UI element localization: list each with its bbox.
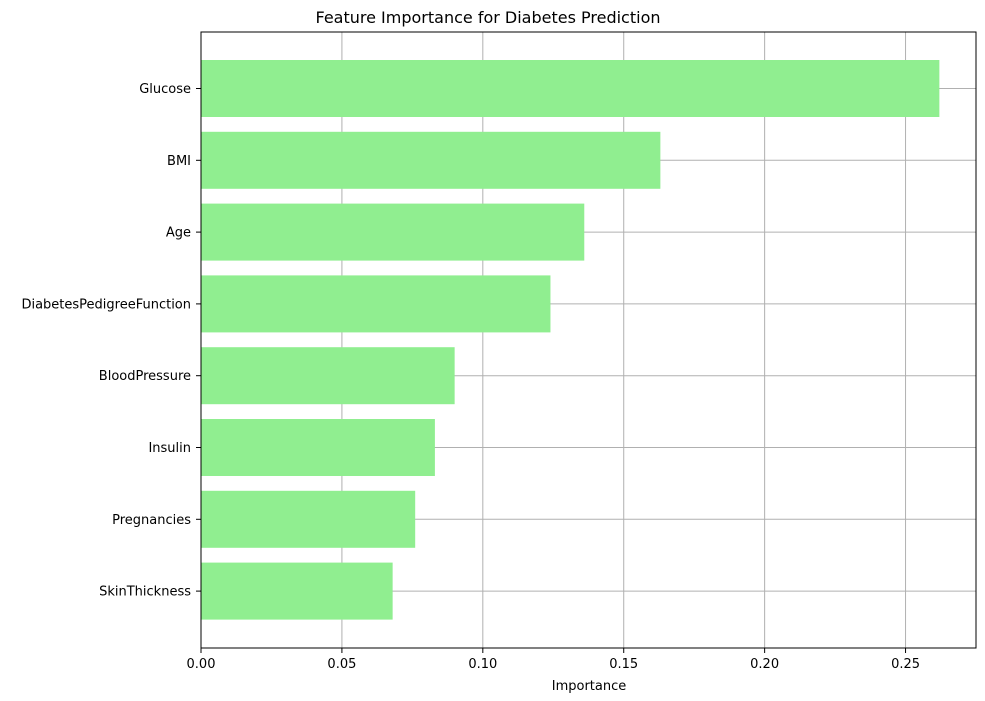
grid-layer — [200, 32, 976, 648]
x-tick-label: 0.00 — [187, 657, 216, 672]
y-tick-label: Glucose — [139, 82, 191, 97]
bars-layer — [201, 60, 940, 620]
y-tick-label: Insulin — [148, 441, 191, 456]
x-tick-label: 0.05 — [327, 657, 356, 672]
ticks-layer: 0.00 0.05 0.10 0.15 0.20 0.25 Glucose BMI Age Dia… — [21, 82, 920, 672]
bar-bloodpressure — [201, 347, 455, 405]
bar-pregnancies — [201, 490, 416, 548]
y-tick-label: DiabetesPedigreeFunction — [21, 297, 191, 312]
x-tick-label: 0.15 — [609, 657, 638, 672]
x-axis-label: Importance — [552, 679, 627, 694]
axes-frame — [200, 31, 977, 649]
y-tick-label: Pregnancies — [112, 513, 191, 528]
y-tick-label: Age — [166, 226, 191, 241]
bar-glucose — [201, 60, 940, 117]
axes-layer — [200, 31, 977, 649]
bar-insulin — [201, 419, 435, 476]
x-tick-label: 0.25 — [891, 657, 920, 672]
bar-bmi — [201, 131, 661, 189]
bar-age — [201, 203, 585, 261]
x-tick-label: 0.20 — [750, 657, 779, 672]
y-tick-label: SkinThickness — [99, 585, 191, 600]
y-tick-label: BMI — [167, 154, 191, 169]
y-tick-label: BloodPressure — [99, 369, 191, 384]
chart-title: Feature Importance for Diabetes Predicti… — [316, 8, 661, 27]
bar-diabetespedigreefunction — [201, 275, 551, 333]
bar-skinthickness — [201, 562, 393, 620]
x-tick-label: 0.10 — [468, 657, 497, 672]
